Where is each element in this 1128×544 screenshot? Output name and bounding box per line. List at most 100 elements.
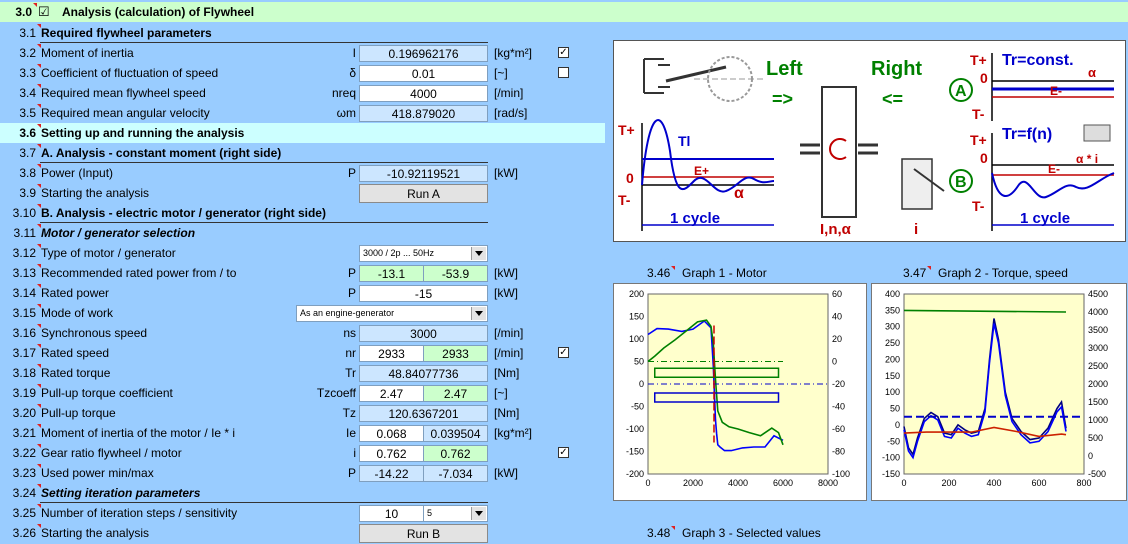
fluctuation-input[interactable]: 0.01 (359, 65, 488, 82)
rated-speed-input[interactable]: 2933 (359, 345, 424, 362)
graph1-title: Graph 1 - Motor (682, 266, 767, 280)
row-symbol: ωm (336, 106, 356, 120)
sensitivity-select[interactable]: 5 (423, 505, 488, 522)
section-checkbox[interactable]: ☑ (38, 4, 50, 19)
rated-torque-value: 48.84077736 (359, 365, 488, 382)
row-analysis-a: 3.7 A. Analysis - constant moment (right… (0, 143, 605, 163)
row-used-power: 3.23 Used power min/max P -14.22 -7.034 … (0, 463, 605, 483)
row-label: Rated power (41, 286, 110, 300)
gearbox-icon (901, 158, 933, 210)
chevron-down-icon[interactable] (471, 307, 486, 320)
cycle-right-label: 1 cycle (1020, 210, 1070, 227)
gear-ratio-input[interactable]: 0.762 (359, 445, 424, 462)
row-symbol: δ (349, 66, 356, 80)
row-number: 3.8 (0, 163, 41, 183)
row-start-b: 3.26 Starting the analysis Run B (0, 523, 605, 543)
row-number: 3.5 (0, 103, 41, 123)
y-right-tick-label: 4500 (1088, 289, 1108, 299)
subsection-title: B. Analysis - electric motor / generator… (41, 206, 326, 220)
run-b-button[interactable]: Run B (359, 524, 488, 543)
iteration-steps-input[interactable]: 10 (359, 505, 424, 522)
arrow-left-label: => (772, 89, 793, 109)
series-line-2 (903, 426, 1067, 438)
chevron-down-icon[interactable] (471, 507, 486, 520)
chevron-down-icon[interactable] (471, 247, 486, 260)
gear-ratio-checkbox[interactable]: ✓ (558, 447, 569, 458)
flywheel-diagram: Left Right => <= T+ 0 T- Tl E+ α 1 cycle… (613, 40, 1126, 242)
row-setup-analysis: 3.6 Setting up and running the analysis (0, 123, 605, 143)
x-tick-label: 200 (941, 478, 956, 488)
row-gear-ratio: 3.22 Gear ratio flywheel / motor i 0.762… (0, 443, 605, 463)
row-unit: [/min] (494, 346, 524, 360)
x-tick-label: 2000 (683, 478, 703, 488)
mean-speed-input[interactable]: 4000 (359, 85, 488, 102)
fluctuation-checkbox[interactable] (558, 67, 569, 78)
section-header: 3.0 ☑ Analysis (calculation) of Flywheel (0, 2, 605, 22)
subsection-title: Setting up and running the analysis (41, 126, 245, 140)
svg-text:T+: T+ (970, 52, 987, 68)
motor-inertia-input[interactable]: 0.068 (359, 425, 424, 442)
row-motor-type: 3.12 Type of motor / generator 3000 / 2p… (0, 243, 605, 263)
row-symbol: P (347, 466, 356, 480)
row-number: 3.21 (0, 423, 41, 443)
divider (40, 222, 488, 223)
y-left-tick-label: 100 (885, 387, 900, 397)
graph2-number: 3.47 (903, 266, 932, 280)
rated-power-input[interactable]: -15 (359, 285, 488, 302)
row-number: 3.1 (0, 23, 41, 43)
rated-speed-checkbox[interactable]: ✓ (558, 347, 569, 358)
y-left-tick-label: 300 (885, 322, 900, 332)
row-start-a: 3.9 Starting the analysis Run A (0, 183, 605, 203)
row-label: Mode of work (41, 306, 114, 320)
row-analysis-b: 3.10 B. Analysis - electric motor / gene… (0, 203, 605, 223)
row-recommended-power: 3.13 Recommended rated power from / to P… (0, 263, 605, 283)
row-unit: [kW] (494, 286, 518, 300)
y-right-tick-label: 500 (1088, 433, 1103, 443)
motor-type-value: 3000 / 2p ... 50Hz (363, 248, 435, 258)
row-label: Pull-up torque coefficient (41, 386, 173, 400)
svg-text:T-: T- (618, 192, 631, 208)
gear-ratio-recommended: 0.762 (423, 445, 488, 462)
svg-text:0: 0 (626, 170, 634, 186)
x-tick-label: 8000 (818, 478, 838, 488)
moment-of-inertia-checkbox[interactable]: ✓ (558, 47, 569, 58)
option-b-label: B (955, 174, 967, 191)
svg-text:T+: T+ (618, 122, 635, 138)
y-right-tick-label: -40 (832, 402, 845, 412)
cycle-left-label: 1 cycle (670, 210, 720, 227)
y-right-tick-label: 60 (832, 289, 842, 299)
motor-inertia-reduced: 0.039504 (423, 425, 488, 442)
eminus-label: E- (1050, 84, 1062, 98)
row-number: 3.25 (0, 503, 41, 523)
row-number: 3.17 (0, 343, 41, 363)
row-pullup-torque: 3.20 Pull-up torque Tz 120.6367201 [Nm] (0, 403, 605, 423)
row-label: Starting the analysis (41, 186, 150, 200)
subsection-title: A. Analysis - constant moment (right sid… (41, 146, 282, 160)
series-line-0 (647, 319, 784, 452)
eplus-label: E+ (694, 164, 709, 178)
y-left-tick-label: -100 (882, 453, 900, 463)
pullup-coeff-input[interactable]: 2.47 (359, 385, 424, 402)
divider (40, 162, 488, 163)
svg-text:T+: T+ (970, 132, 987, 148)
row-symbol: P (347, 266, 356, 280)
header-band (0, 2, 1128, 22)
right-label: Right (871, 58, 922, 80)
row-number: 3.4 (0, 83, 41, 103)
row-label: Type of motor / generator (41, 246, 176, 260)
row-symbol: nr (345, 346, 356, 360)
y-left-tick-label: -100 (626, 424, 644, 434)
row-label: Moment of inertia (41, 46, 134, 60)
y-right-tick-label: 0 (832, 357, 837, 367)
row-unit: [~] (494, 386, 508, 400)
motor-type-select[interactable]: 3000 / 2p ... 50Hz (359, 245, 488, 262)
row-number: 3.23 (0, 463, 41, 483)
rated-speed-recommended: 2933 (423, 345, 488, 362)
row-label: Power (Input) (41, 166, 114, 180)
mode-of-work-select[interactable]: As an engine-generator (296, 305, 488, 322)
y-left-tick-label: 100 (629, 334, 644, 344)
row-number: 3.10 (0, 203, 41, 223)
arrow-right-label: <= (882, 89, 903, 109)
run-a-button[interactable]: Run A (359, 184, 488, 203)
y-right-tick-label: 2000 (1088, 379, 1108, 389)
